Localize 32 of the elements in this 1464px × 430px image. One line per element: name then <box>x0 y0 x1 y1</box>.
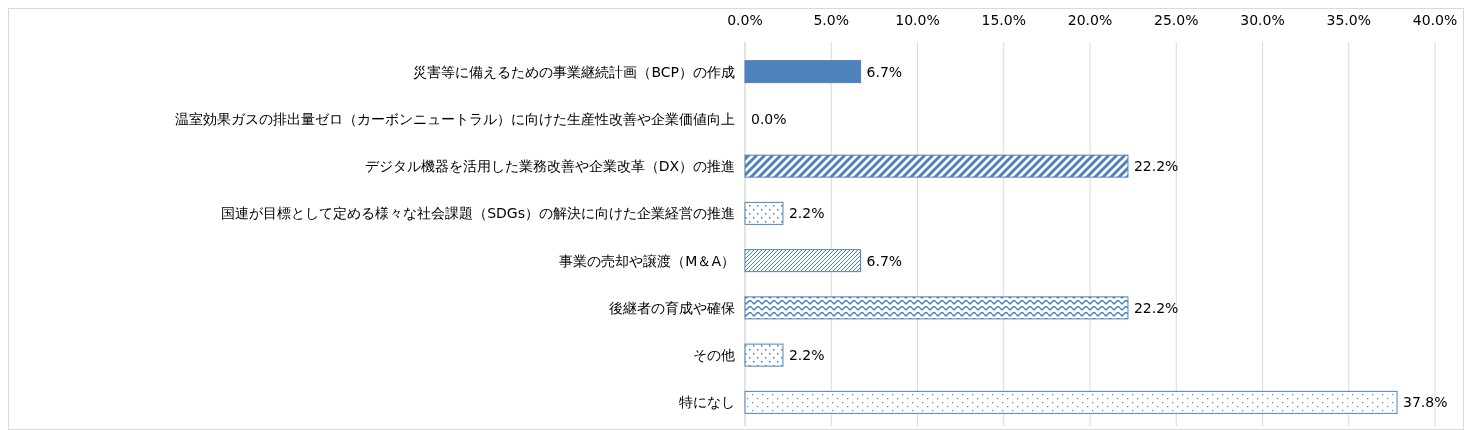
x-tick-label: 40.0% <box>1412 12 1458 28</box>
y-tick-label: 温室効果ガスの排出量ゼロ（カーボンニュートラル）に向けた生産性改善や企業価値向上 <box>175 110 735 127</box>
x-tick-label: 15.0% <box>981 12 1026 28</box>
x-tick-label: 30.0% <box>1240 12 1285 28</box>
x-tick-label: 5.0% <box>813 12 850 28</box>
y-tick-label: その他 <box>693 347 735 364</box>
x-tick-label: 25.0% <box>1154 12 1199 28</box>
bar <box>744 249 862 273</box>
bar <box>744 390 1398 414</box>
data-label: 22.2% <box>1133 299 1179 316</box>
data-label: 6.7% <box>866 63 903 80</box>
data-label: 37.8% <box>1403 394 1448 411</box>
y-tick-label: 後継者の育成や確保 <box>609 299 735 316</box>
bar <box>744 343 784 367</box>
y-tick-label: デジタル機器を活用した業務改善や企業改革（DX）の推進 <box>364 158 735 175</box>
x-tick-label: 35.0% <box>1326 12 1371 28</box>
x-tick-label: 10.0% <box>895 12 940 28</box>
bar <box>744 154 1129 178</box>
y-tick-label: 特になし <box>679 394 735 411</box>
y-tick-label: 災害等に備えるための事業継続計画（BCP）の作成 <box>413 63 735 80</box>
y-tick-label: 事業の売却や譲渡（M＆A） <box>559 252 735 269</box>
bar <box>744 60 862 84</box>
x-tick-label: 0.0% <box>727 12 763 28</box>
bar <box>744 296 1129 320</box>
data-label: 2.2% <box>788 205 825 222</box>
data-label: 6.7% <box>866 252 903 269</box>
data-label: 22.2% <box>1133 158 1179 175</box>
data-label: 0.0% <box>751 110 787 127</box>
data-label: 2.2% <box>788 347 825 364</box>
bar <box>744 201 784 225</box>
x-tick-label: 20.0% <box>1067 12 1113 28</box>
y-tick-label: 国連が目標として定める様々な社会課題（SDGs）の解決に向けた企業経営の推進 <box>221 205 735 222</box>
